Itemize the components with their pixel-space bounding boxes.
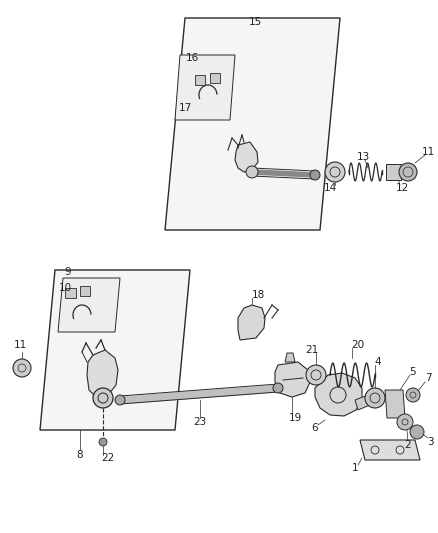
Circle shape (306, 365, 326, 385)
Text: 12: 12 (396, 183, 409, 193)
Circle shape (365, 388, 385, 408)
Text: 23: 23 (193, 417, 207, 427)
Text: 14: 14 (323, 183, 337, 193)
Polygon shape (175, 55, 235, 120)
Circle shape (99, 438, 107, 446)
Text: 19: 19 (288, 413, 302, 423)
Text: 13: 13 (357, 152, 370, 162)
Circle shape (273, 383, 283, 393)
Polygon shape (238, 305, 265, 340)
Text: 2: 2 (405, 440, 411, 450)
Circle shape (13, 359, 31, 377)
Polygon shape (235, 142, 258, 172)
Polygon shape (195, 75, 205, 85)
Text: 22: 22 (101, 453, 115, 463)
Polygon shape (385, 390, 405, 418)
Circle shape (325, 162, 345, 182)
Polygon shape (65, 288, 76, 298)
Circle shape (397, 414, 413, 430)
Polygon shape (386, 164, 401, 180)
Text: 16: 16 (185, 53, 198, 63)
Polygon shape (315, 373, 362, 416)
Polygon shape (165, 18, 340, 230)
Circle shape (399, 163, 417, 181)
Text: 8: 8 (77, 450, 83, 460)
Text: 21: 21 (305, 345, 318, 355)
Text: 4: 4 (374, 357, 381, 367)
Polygon shape (360, 440, 420, 460)
Polygon shape (355, 395, 370, 410)
Circle shape (93, 388, 113, 408)
Text: 6: 6 (312, 423, 318, 433)
Text: 5: 5 (409, 367, 415, 377)
Text: 20: 20 (351, 340, 364, 350)
Text: 15: 15 (248, 17, 261, 27)
Polygon shape (210, 73, 220, 83)
Polygon shape (40, 270, 190, 430)
Text: 9: 9 (65, 267, 71, 277)
Polygon shape (58, 278, 120, 332)
Text: 3: 3 (427, 437, 433, 447)
Circle shape (310, 170, 320, 180)
Text: 10: 10 (58, 283, 71, 293)
Text: 1: 1 (352, 463, 358, 473)
Text: 11: 11 (421, 147, 434, 157)
Circle shape (115, 395, 125, 405)
Text: 11: 11 (14, 340, 27, 350)
Polygon shape (275, 362, 310, 397)
Text: 17: 17 (178, 103, 192, 113)
Circle shape (246, 166, 258, 178)
Polygon shape (80, 286, 90, 296)
Circle shape (410, 425, 424, 439)
Text: 7: 7 (425, 373, 431, 383)
Polygon shape (87, 350, 118, 398)
Text: 18: 18 (251, 290, 265, 300)
Polygon shape (285, 353, 295, 362)
Circle shape (406, 388, 420, 402)
